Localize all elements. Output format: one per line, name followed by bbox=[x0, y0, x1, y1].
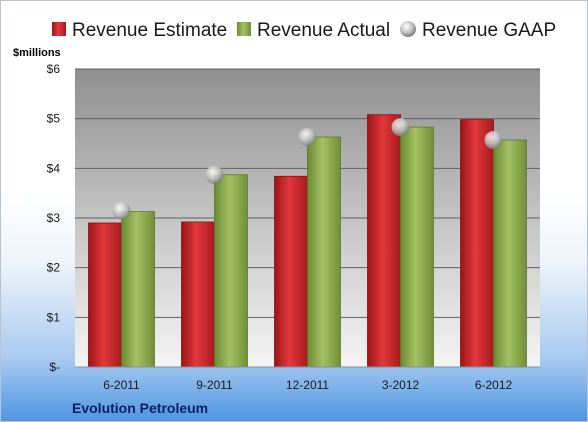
marker-revenue-gaap bbox=[205, 165, 224, 184]
bar-revenue-estimate bbox=[88, 222, 122, 368]
x-tick-labels: 6-2011 9-2011 12-2011 3-2012 6-2012 bbox=[103, 378, 512, 392]
bar-revenue-actual bbox=[400, 126, 434, 368]
y-tick-label: $5 bbox=[47, 112, 61, 126]
bar-revenue-estimate bbox=[460, 119, 494, 368]
y-tick-label: $1 bbox=[47, 310, 61, 324]
legend: Revenue Estimate Revenue Actual Revenue … bbox=[52, 20, 556, 41]
x-tick-label: 3-2012 bbox=[382, 378, 420, 392]
bar-revenue-estimate bbox=[367, 114, 401, 368]
y-unit-label: $millions bbox=[13, 47, 61, 59]
marker-revenue-gaap bbox=[112, 201, 131, 220]
bars-group bbox=[88, 114, 527, 368]
legend-label-actual: Revenue Actual bbox=[257, 20, 390, 41]
bar-revenue-estimate bbox=[274, 175, 308, 368]
legend-label-estimate: Revenue Estimate bbox=[72, 20, 227, 41]
y-tick-label: $6 bbox=[47, 62, 61, 76]
marker-revenue-gaap bbox=[391, 118, 410, 137]
legend-swatch-gaap bbox=[400, 21, 416, 37]
x-tick-label: 6-2012 bbox=[475, 378, 513, 392]
legend-label-gaap: Revenue GAAP bbox=[422, 20, 556, 41]
bar-revenue-actual bbox=[493, 139, 527, 368]
y-tick-label: $3 bbox=[47, 211, 61, 225]
gaap-markers-group bbox=[112, 118, 503, 220]
marker-revenue-gaap bbox=[298, 128, 317, 147]
x-tick-label: 6-2011 bbox=[103, 378, 140, 392]
bar-revenue-estimate bbox=[181, 221, 215, 368]
y-tick-label: $4 bbox=[47, 161, 61, 175]
y-tick-label: $2 bbox=[47, 261, 61, 275]
legend-swatch-actual bbox=[237, 22, 251, 36]
y-tick-label: $- bbox=[49, 360, 60, 374]
x-tick-label: 9-2011 bbox=[196, 378, 233, 392]
bar-revenue-actual bbox=[307, 136, 341, 368]
company-name: Evolution Petroleum bbox=[72, 400, 208, 416]
x-tick-label: 12-2011 bbox=[286, 378, 329, 392]
y-tick-labels: $- $1 $2 $3 $4 $5 $6 bbox=[47, 62, 61, 374]
marker-revenue-gaap bbox=[484, 131, 503, 150]
bar-revenue-actual bbox=[121, 211, 155, 368]
bar-revenue-actual bbox=[214, 174, 248, 368]
legend-swatch-estimate bbox=[52, 22, 66, 36]
